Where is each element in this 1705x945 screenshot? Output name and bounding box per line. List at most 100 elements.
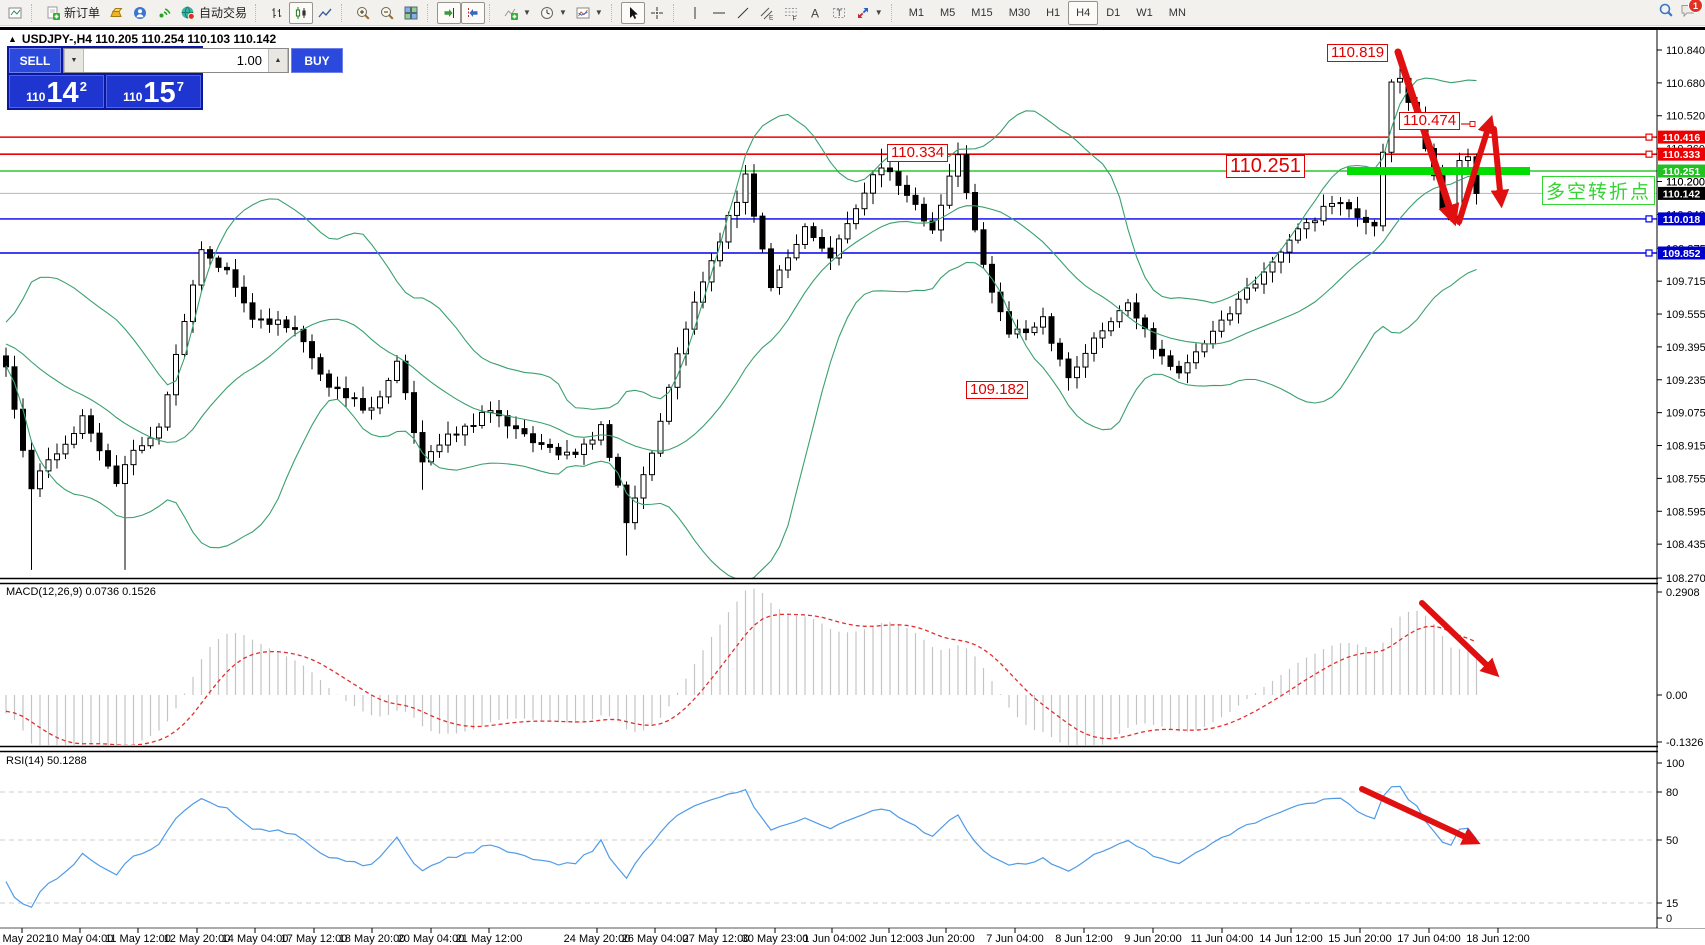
svg-text:109.555: 109.555	[1666, 309, 1705, 321]
auto-scroll-icon	[444, 7, 455, 18]
timeframe-button-MN[interactable]: MN	[1168, 6, 1186, 19]
volume-decrease-button[interactable]: ▼	[64, 49, 84, 72]
chart-shift-button[interactable]	[461, 1, 486, 24]
text-label-icon: T	[832, 7, 845, 18]
cursor-tool-button[interactable]	[620, 1, 645, 24]
new-order-icon	[47, 6, 60, 20]
community-button[interactable]	[128, 2, 152, 24]
crosshair-icon	[650, 6, 663, 19]
candlestick-series	[3, 54, 1480, 570]
svg-text:30 May 23:00: 30 May 23:00	[742, 933, 809, 945]
svg-text:E: E	[769, 14, 774, 21]
volume-increase-button[interactable]: ▲	[268, 49, 288, 72]
notifications-button[interactable]: 1	[1680, 0, 1703, 23]
fibonacci-tool-button[interactable]: F	[779, 2, 803, 24]
crosshair-tool-button[interactable]	[645, 2, 669, 24]
pane-separators[interactable]	[0, 30, 1705, 929]
auto-trading-button[interactable]: 自动交易	[176, 2, 251, 24]
vertical-line-icon	[694, 6, 696, 19]
svg-text:17 May 12:00: 17 May 12:00	[281, 933, 348, 945]
price-annotation[interactable]: 110.474	[1399, 112, 1461, 130]
svg-text:110.018: 110.018	[1663, 214, 1701, 226]
new-chart-button[interactable]	[3, 2, 27, 24]
price-annotation[interactable]: 110.819	[1327, 44, 1389, 62]
search-button[interactable]	[1658, 2, 1674, 23]
indicators-list-button[interactable]: ▼	[499, 2, 535, 24]
periods-button[interactable]: ▼	[535, 2, 571, 24]
timeframe-button-W1[interactable]: W1	[1136, 6, 1153, 19]
volume-input[interactable]	[84, 49, 268, 72]
svg-text:50: 50	[1666, 835, 1678, 847]
bar-chart-mode-button[interactable]	[265, 2, 289, 24]
timeframe-button-M1[interactable]: M1	[908, 6, 924, 19]
svg-text:110.520: 110.520	[1666, 111, 1705, 123]
sell-price-display[interactable]: 110 14 2	[9, 75, 104, 108]
trend-arrows[interactable]	[1359, 48, 1510, 845]
indicators-icon	[504, 8, 519, 20]
svg-text:108.595: 108.595	[1666, 506, 1705, 518]
macd-indicator	[5, 588, 1478, 745]
new-order-button[interactable]: 新订单	[41, 2, 104, 24]
horizontal-line-tool-button[interactable]	[707, 2, 731, 24]
timeframe-button-M15[interactable]: M15	[971, 6, 993, 19]
zoom-out-button[interactable]	[375, 2, 399, 24]
buy-button[interactable]: BUY	[291, 48, 343, 73]
price-annotation[interactable]: 110.251	[1226, 155, 1305, 178]
vertical-line-tool-button[interactable]	[683, 2, 707, 24]
candlestick-mode-button[interactable]	[289, 1, 314, 24]
svg-text:11 May 12:00: 11 May 12:00	[105, 933, 171, 945]
line-chart-mode-button[interactable]	[313, 2, 337, 24]
periods-icon	[540, 6, 553, 19]
svg-text:15 Jun 20:00: 15 Jun 20:00	[1328, 933, 1392, 945]
arrows-tool-button[interactable]: ▼	[851, 2, 887, 24]
templates-button[interactable]: ▼	[571, 2, 607, 24]
equidistant-channel-tool-button[interactable]: E	[755, 2, 779, 24]
timeframe-button-M5[interactable]: M5	[940, 6, 956, 19]
price-axis[interactable]: 110.840110.680110.520110.360110.200110.0…	[1645, 30, 1705, 928]
svg-text:0.2908: 0.2908	[1666, 587, 1700, 599]
sell-button[interactable]: SELL	[9, 48, 61, 73]
search-icon	[1659, 3, 1673, 17]
timeframe-button-H1[interactable]: H1	[1046, 6, 1061, 19]
price-annotation[interactable]: 110.334	[887, 144, 949, 162]
svg-text:80: 80	[1666, 787, 1678, 799]
svg-text:11 Jun 04:00: 11 Jun 04:00	[1191, 933, 1254, 945]
svg-text:24 May 20:00: 24 May 20:00	[564, 933, 631, 945]
svg-text:T: T	[836, 8, 842, 18]
svg-text:26 May 04:00: 26 May 04:00	[622, 933, 689, 945]
text-tool-button[interactable]: A	[803, 2, 827, 24]
buy-price-display[interactable]: 110 15 7	[106, 75, 201, 108]
tile-windows-button[interactable]	[399, 2, 423, 24]
zoom-in-button[interactable]	[351, 2, 375, 24]
text-label-tool-button[interactable]: T	[827, 2, 851, 24]
svg-text:20 May 04:00: 20 May 04:00	[398, 933, 465, 945]
svg-text:0: 0	[1666, 913, 1672, 925]
timeframe-button-M30[interactable]: M30	[1008, 6, 1031, 19]
line-chart-icon	[318, 8, 332, 17]
gold-tool-button[interactable]	[104, 2, 128, 24]
svg-text:10 May 04:00: 10 May 04:00	[47, 933, 114, 945]
gold-icon	[110, 7, 123, 17]
svg-text:2 Jun 12:00: 2 Jun 12:00	[860, 933, 918, 945]
svg-text:110.333: 110.333	[1663, 149, 1701, 161]
collapse-panel-icon[interactable]: ▲	[8, 34, 17, 44]
timeframe-button-H4[interactable]: H4	[1068, 0, 1099, 25]
price-tag	[1658, 164, 1705, 178]
svg-text:12 May 20:00: 12 May 20:00	[164, 933, 231, 945]
toolbar-group-handle	[255, 3, 261, 22]
volume-box: ▼ ▲	[63, 48, 289, 73]
trader-note-label[interactable]: 多空转折点	[1542, 176, 1656, 205]
auto-scroll-button[interactable]	[437, 1, 462, 24]
main-toolbar: 新订单 自动交易 ▼ ▼ ▼ E F A T ▼ M1 M5 M15 M30 H1 H4 D1 W1 MN 1	[0, 0, 1705, 26]
trendline-tool-button[interactable]	[731, 2, 755, 24]
timeframe-button-D1[interactable]: D1	[1106, 6, 1121, 19]
price-tag	[1658, 246, 1705, 260]
templates-icon	[576, 7, 590, 18]
signals-button[interactable]	[152, 2, 176, 24]
bar-chart-icon	[272, 7, 282, 18]
price-tag	[1658, 186, 1705, 200]
svg-text:A: A	[811, 6, 819, 20]
price-annotation[interactable]: 109.182	[966, 381, 1029, 399]
